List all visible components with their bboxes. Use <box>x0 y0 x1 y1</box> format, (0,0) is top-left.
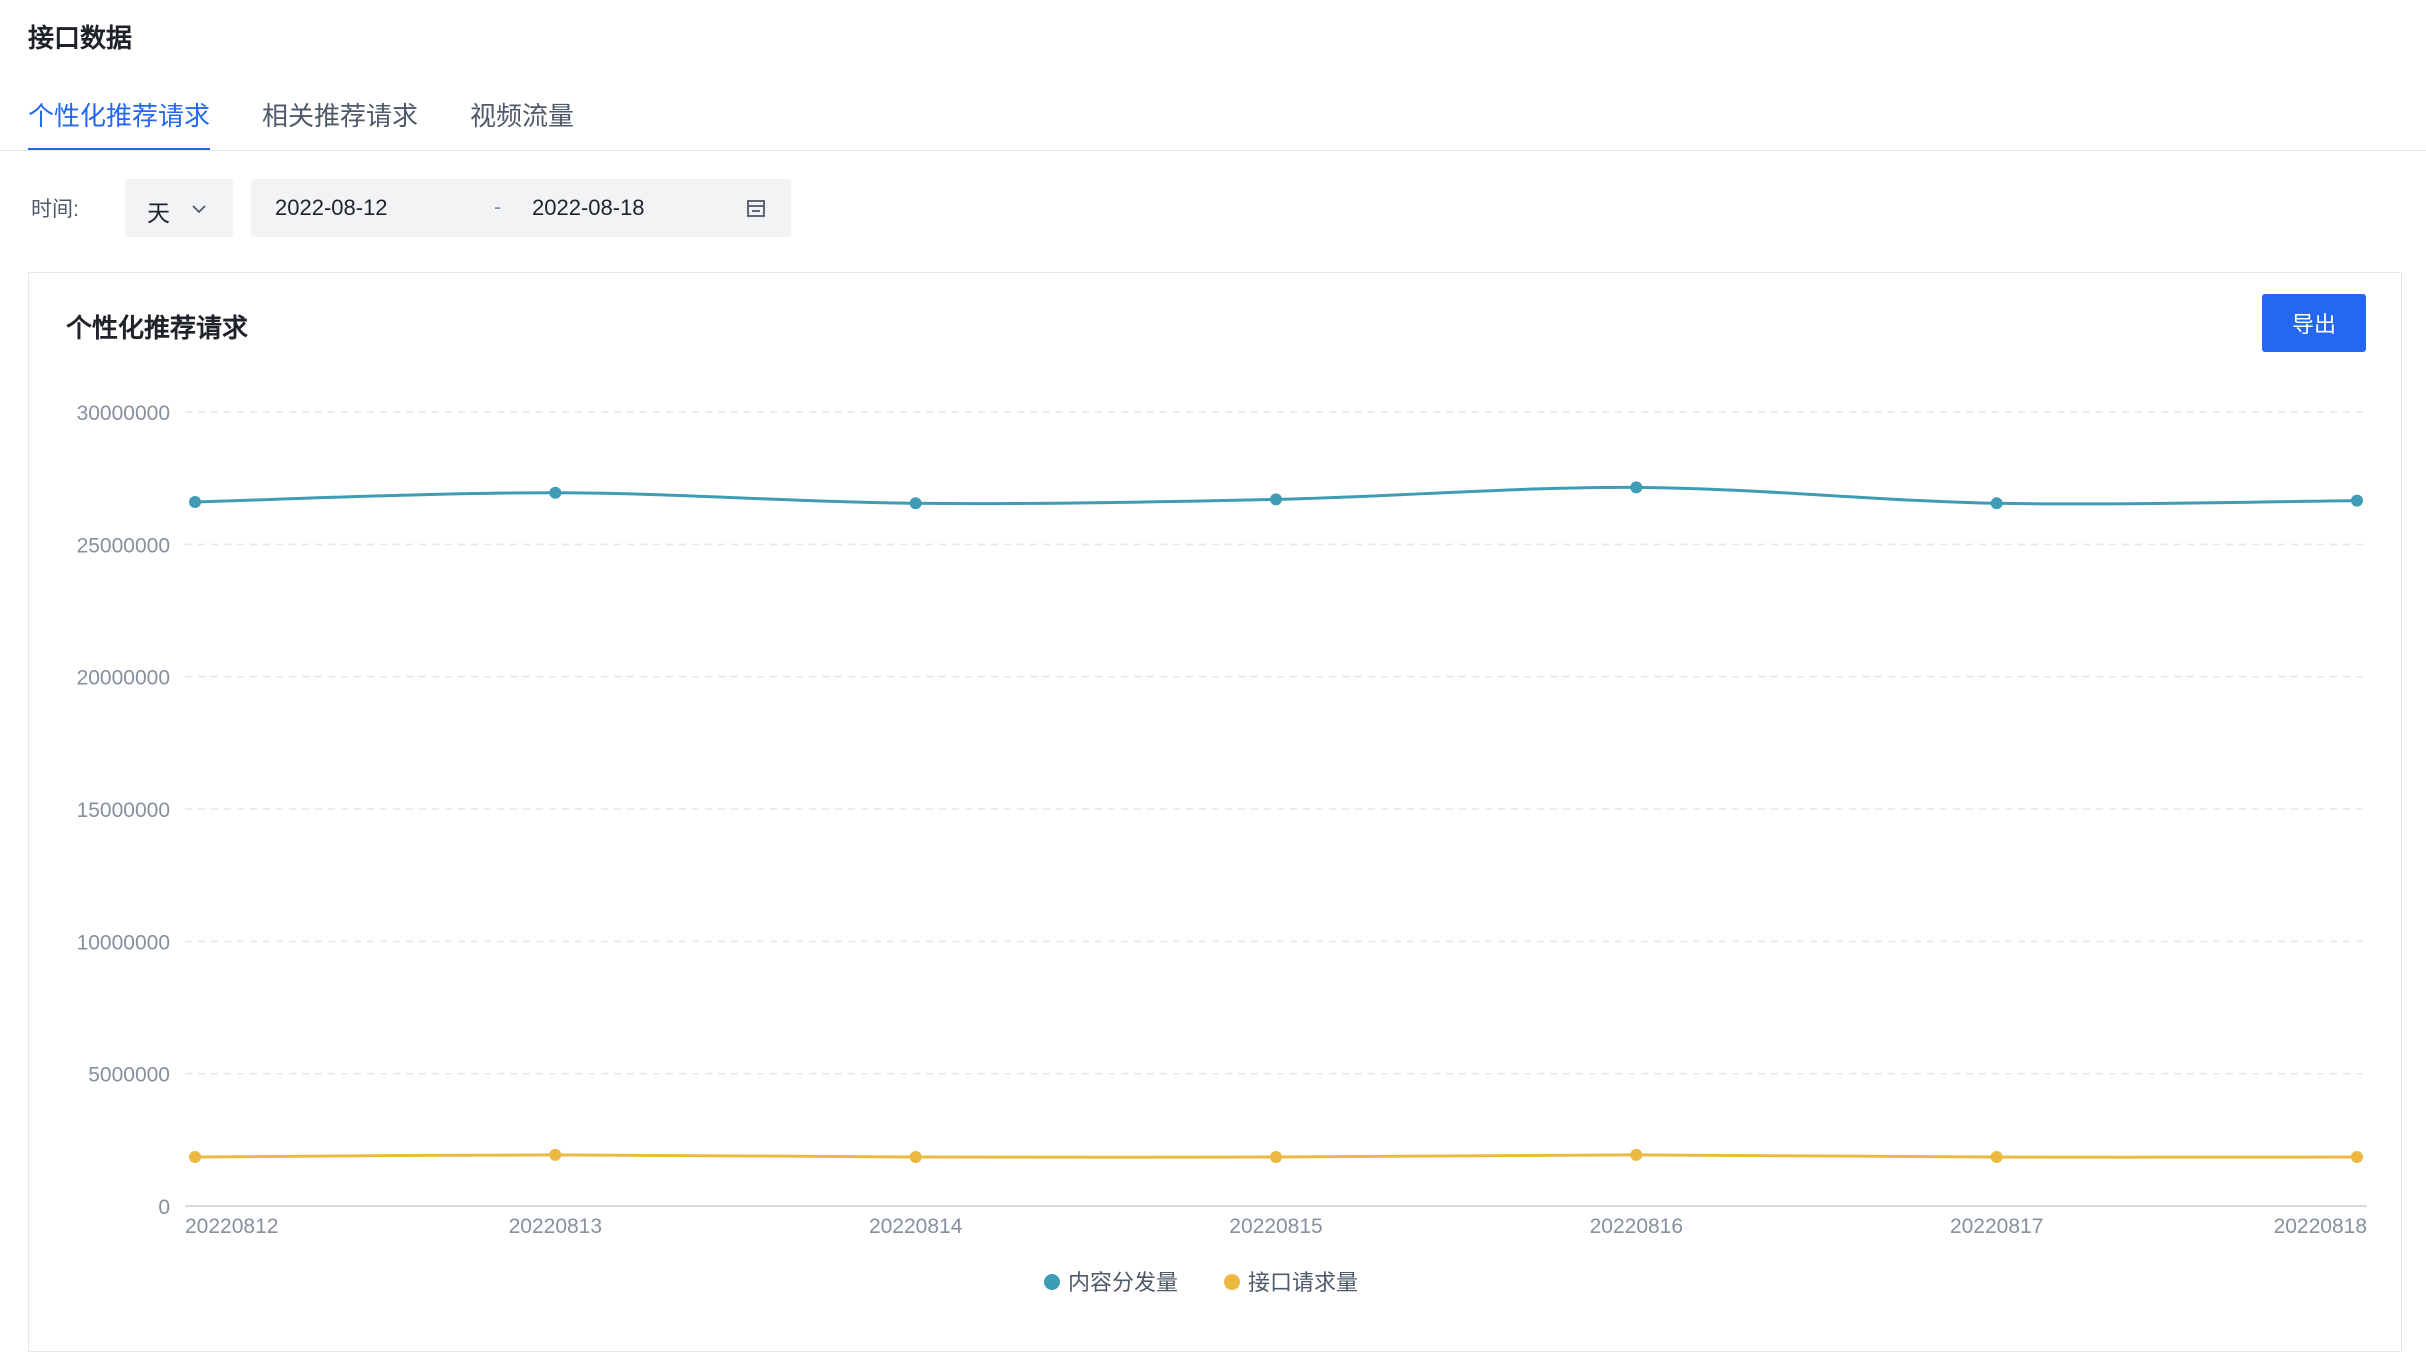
chevron-down-icon <box>192 205 206 214</box>
tab-personalized-requests[interactable]: 个性化推荐请求 <box>28 96 211 150</box>
chart-card-title: 个性化推荐请求 <box>66 313 249 343</box>
x-tick-label: 20220813 <box>509 1215 602 1238</box>
data-point <box>2351 1151 2363 1164</box>
data-point <box>1630 1148 1643 1161</box>
data-point <box>189 495 201 508</box>
granularity-value: 天 <box>147 200 170 226</box>
y-tick-label: 20000000 <box>77 667 170 690</box>
x-tick-label: 20220818 <box>2274 1215 2367 1238</box>
data-point <box>1990 1151 2003 1164</box>
x-tick-label: 20220812 <box>185 1215 278 1238</box>
data-point <box>549 1148 562 1161</box>
data-point <box>549 486 562 499</box>
tab-related-requests[interactable]: 相关推荐请求 <box>262 101 419 131</box>
legend-marker <box>1044 1274 1060 1290</box>
date-range-picker[interactable]: 2022-08-12 - 2022-08-18 <box>251 179 791 237</box>
granularity-select[interactable]: 天 <box>125 179 233 237</box>
x-tick-label: 20220817 <box>1950 1215 2043 1238</box>
x-tick-label: 20220814 <box>869 1215 963 1238</box>
y-tick-label: 5000000 <box>88 1064 170 1087</box>
x-tick-label: 20220816 <box>1590 1215 1683 1238</box>
data-point <box>909 497 922 510</box>
data-point <box>1270 493 1282 506</box>
data-point <box>1630 481 1643 494</box>
start-date-input[interactable]: 2022-08-12 <box>275 195 388 220</box>
y-tick-label: 10000000 <box>77 931 170 954</box>
legend-label: 内容分发量 <box>1068 1270 1178 1295</box>
data-point <box>189 1151 201 1164</box>
data-point <box>1270 1151 1282 1164</box>
y-tick-label: 30000000 <box>77 402 170 425</box>
y-tick-label: 0 <box>158 1196 170 1219</box>
data-point <box>909 1151 922 1164</box>
tab-bar: 个性化推荐请求 相关推荐请求 视频流量 <box>0 96 2426 151</box>
data-point <box>1990 497 2003 510</box>
legend-label: 接口请求量 <box>1248 1270 1358 1295</box>
export-button[interactable]: 导出 <box>2262 294 2366 352</box>
time-filter-label: 时间: <box>31 198 79 221</box>
calendar-icon[interactable] <box>745 197 767 219</box>
tab-video-traffic[interactable]: 视频流量 <box>470 101 575 131</box>
page-title: 接口数据 <box>28 23 133 53</box>
legend-marker <box>1224 1274 1240 1290</box>
x-tick-label: 20220815 <box>1229 1215 1322 1238</box>
data-point <box>2351 494 2363 507</box>
date-range-separator: - <box>494 194 502 219</box>
y-tick-label: 25000000 <box>77 534 170 557</box>
y-tick-label: 15000000 <box>77 799 170 822</box>
end-date-input[interactable]: 2022-08-18 <box>532 195 645 220</box>
